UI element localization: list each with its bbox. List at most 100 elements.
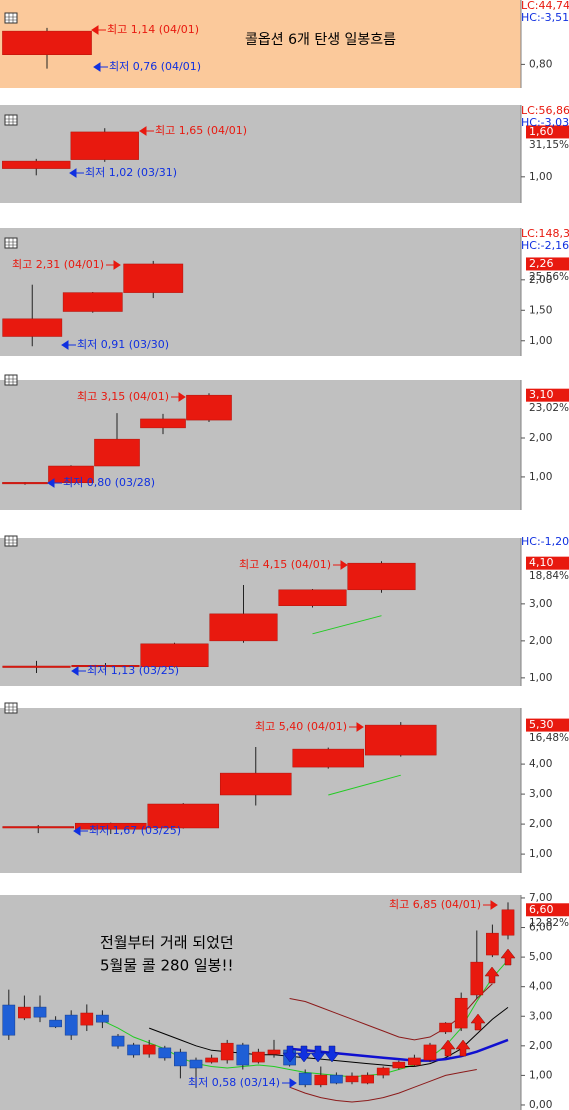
annotation-arrow <box>47 478 62 488</box>
last-price-box <box>526 903 569 917</box>
annotation-arrow <box>73 826 88 836</box>
candle-body <box>49 1019 62 1028</box>
annotation-arrow <box>139 126 154 136</box>
signal-arrow-down <box>282 1045 298 1063</box>
hc-label: HC:-3,03 <box>521 116 569 129</box>
last-price: 1,60 <box>529 125 554 138</box>
annotation-arrow <box>333 560 348 570</box>
panel-icon <box>4 237 18 249</box>
annotation-arrow <box>93 62 108 72</box>
y-tick-label: 1,00 <box>529 335 552 347</box>
candle-body <box>292 748 365 768</box>
annotation-arrow <box>349 722 364 732</box>
icon-box <box>4 535 18 547</box>
y-tick-label: 2,00 <box>529 635 552 647</box>
panel-icon <box>4 702 18 714</box>
candle-body <box>376 1067 390 1076</box>
candle-body <box>2 482 48 485</box>
annotation: 최고 1,14 (04/01) <box>107 23 199 36</box>
signal-arrow-up <box>484 966 500 984</box>
last-price: 6,60 <box>529 903 554 916</box>
panel-background <box>0 538 521 686</box>
icon-box <box>4 12 18 24</box>
candle-body <box>127 1044 140 1056</box>
change-percent: 16,48% <box>529 732 569 744</box>
candle-body <box>345 1075 359 1083</box>
candle-body <box>2 30 92 55</box>
candle-body <box>2 160 71 169</box>
annotation-arrow <box>91 25 106 35</box>
y-tick-label: 3,00 <box>529 1010 552 1022</box>
candle-body <box>174 1051 187 1067</box>
hc-label: HC:-1,20 <box>521 535 569 548</box>
last-price: 4,10 <box>529 556 554 569</box>
icon-grid <box>5 13 17 23</box>
annotation: 최고 6,85 (04/01) <box>389 898 481 911</box>
icon-box <box>4 374 18 386</box>
y-tick-label: 3,00 <box>529 598 552 610</box>
y-tick-label: 2,00 <box>529 1040 552 1052</box>
y-tick-label: 0,80 <box>529 58 552 70</box>
last-price-box <box>526 257 569 271</box>
annotation: 최고 4,15 (04/01) <box>239 558 331 571</box>
panel-background <box>0 895 521 1110</box>
annotation: 최고 3,15 (04/01) <box>77 390 169 403</box>
icon-box <box>4 702 18 714</box>
candle-body <box>140 643 209 668</box>
annotation: 최저 0,80 (03/28) <box>63 476 155 489</box>
candle-body <box>111 1035 125 1047</box>
change-percent: 23,02% <box>529 402 569 414</box>
annotation-arrow <box>71 666 86 676</box>
lc-label: LC:44,74 <box>521 0 569 12</box>
y-tick-label: 3,00 <box>529 788 552 800</box>
candle-body <box>330 1074 343 1084</box>
candle-body <box>64 1014 78 1036</box>
candle-body <box>142 1044 156 1055</box>
candle-body <box>486 932 499 956</box>
axis-background <box>521 895 569 1110</box>
candle-body <box>48 465 94 484</box>
y-tick-label: 2,00 <box>529 274 552 286</box>
candle-body <box>123 263 184 293</box>
candle-body <box>33 1006 47 1018</box>
change-percent: 25,56% <box>529 271 569 283</box>
lc-label: LC:148,3 <box>521 227 569 240</box>
icon-grid <box>5 115 17 125</box>
candle-body <box>2 665 71 668</box>
panel-icon <box>4 12 18 24</box>
indicator-line <box>289 1069 477 1103</box>
indicator-line <box>328 774 401 796</box>
signal-arrow-down <box>310 1045 326 1063</box>
candle-body <box>2 318 63 337</box>
candle-body <box>470 961 484 996</box>
signal-arrow-down <box>296 1045 312 1063</box>
icon-box <box>4 114 18 126</box>
signal-arrow-up <box>500 948 516 966</box>
y-tick-label: 2,00 <box>529 818 552 830</box>
panel: 2,00 1,50 1,00 최고 2,31 (04/01) 최저 0,91 (03/3… <box>0 227 569 356</box>
change-percent: 12,82% <box>529 917 569 929</box>
candle-body <box>408 1057 421 1066</box>
y-tick-label: 1,00 <box>529 471 552 483</box>
last-price-box <box>526 718 569 732</box>
candle-body <box>423 1044 437 1061</box>
chart-title: 콜옵션 6개 탄생 일봉흐름 <box>245 32 396 48</box>
indicator-line <box>289 1038 509 1062</box>
candle-body <box>70 131 139 160</box>
y-tick-label: 6,00 <box>529 922 552 934</box>
last-price-box <box>526 556 569 570</box>
y-tick-label: 4,00 <box>529 981 552 993</box>
candle-body <box>62 292 123 312</box>
y-tick-label: 2,00 <box>529 432 552 444</box>
annotation: 최저 0,91 (03/30) <box>77 338 169 351</box>
candle-body <box>2 826 75 829</box>
candle-body <box>278 589 347 606</box>
candle-body <box>298 1072 312 1086</box>
candle-body <box>140 418 186 429</box>
panel: 2,00 1,00 최고 3,15 (04/01) 최저 0,80 (03/28) 3,… <box>0 374 569 510</box>
y-tick-label: 4,00 <box>529 758 552 770</box>
candle-body <box>18 1006 31 1019</box>
axis-background <box>521 105 569 203</box>
last-price: 2,26 <box>529 257 554 270</box>
signal-arrow-up <box>470 1013 486 1031</box>
